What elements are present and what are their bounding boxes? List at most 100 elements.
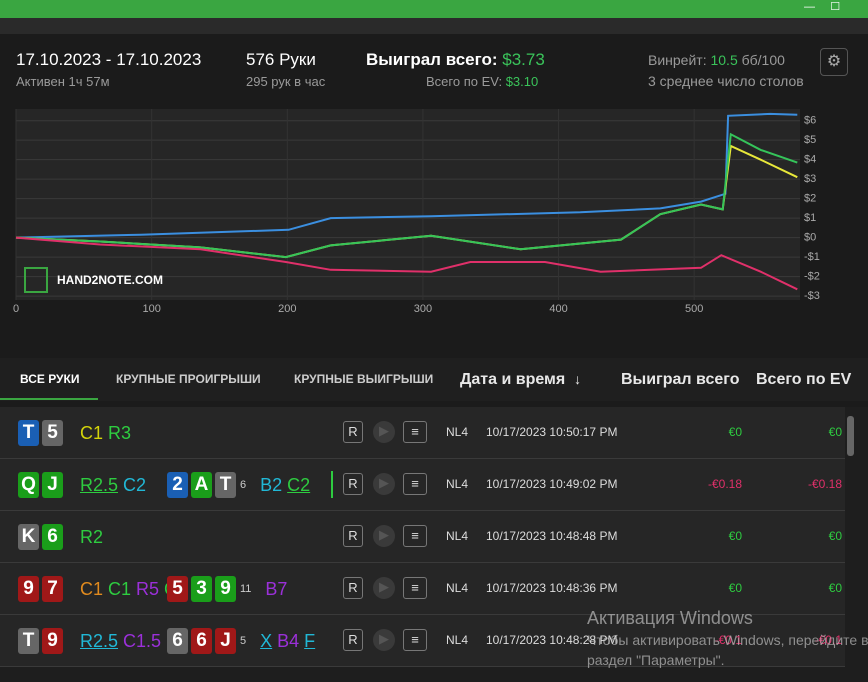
replay-button[interactable]: R xyxy=(343,577,363,599)
play-button[interactable]: ▶ xyxy=(373,421,395,443)
card: 5 xyxy=(167,576,188,602)
play-button[interactable]: ▶ xyxy=(373,629,395,651)
tab-underline xyxy=(0,398,98,400)
card: 6 xyxy=(42,524,63,550)
x-tick-label: 0 xyxy=(13,303,19,315)
action: R3 xyxy=(108,423,132,443)
hand-row[interactable]: K 6 R2 R ▶ ≡ NL4 10/17/2023 10:48:48 PM €0 €0 xyxy=(0,511,845,563)
tab[interactable]: ВСЕ РУКИ xyxy=(20,372,80,386)
player-count: 5 xyxy=(240,635,247,647)
card: 5 xyxy=(42,420,63,446)
notes-button[interactable]: ≡ xyxy=(403,525,427,547)
tab[interactable]: КРУПНЫЕ ВЫИГРЫШИ xyxy=(294,372,434,386)
play-button[interactable]: ▶ xyxy=(373,577,395,599)
column-ev[interactable]: Всего по EV xyxy=(756,371,852,388)
watermark-line: раздел "Параметры". xyxy=(587,652,725,668)
ev: €0 xyxy=(828,581,842,595)
y-tick-label: -$2 xyxy=(804,271,820,283)
card: 9 xyxy=(42,628,63,654)
y-tick-label: $4 xyxy=(804,154,816,166)
date-time: 10/17/2023 10:48:28 PM xyxy=(486,633,618,647)
won-block: Выиграл всего: $3.73 xyxy=(366,50,545,70)
table-gap xyxy=(0,401,868,407)
card: T xyxy=(18,420,39,446)
tab[interactable]: КРУПНЫЕ ПРОИГРЫШИ xyxy=(116,372,261,386)
notes-button[interactable]: ≡ xyxy=(403,629,427,651)
y-tick-label: $0 xyxy=(804,232,816,244)
play-button[interactable]: ▶ xyxy=(373,473,395,495)
notes-button[interactable]: ≡ xyxy=(403,577,427,599)
y-tick-label: -$1 xyxy=(804,251,820,263)
window-controls[interactable]: — ☐ xyxy=(804,1,841,13)
scrollbar[interactable] xyxy=(847,416,854,456)
action: C1.5 xyxy=(123,631,162,651)
replay-button[interactable]: R xyxy=(343,525,363,547)
hand-line: 97C1C1R5C453911B7 xyxy=(18,576,287,602)
flop-actions: B2 C2 xyxy=(260,472,310,498)
player-count: 6 xyxy=(240,479,247,491)
hand-row[interactable]: Q J R2.5 C2 2 A T 6 B2 C2 R ▶ ≡ NL4 10/17/2023 10:49:0… xyxy=(0,459,845,511)
action: C1 xyxy=(80,423,104,443)
settings-button[interactable]: ⚙ xyxy=(820,48,848,76)
ev: €0 xyxy=(828,425,842,439)
logo: HAND2NOTE.COM xyxy=(24,267,163,293)
x-tick-label: 500 xyxy=(685,303,703,315)
action: R2 xyxy=(80,527,104,547)
active-time: Активен 1ч 57м xyxy=(16,74,110,89)
x-tick-label: 200 xyxy=(278,303,296,315)
hand-row[interactable]: T 9 R2.5 C1.5 6 6 J 5 X B4 F R ▶ ≡ NL4 10/17/2023 10:48… xyxy=(0,615,845,667)
chart: HAND2NOTE.COM $6 $5 $4 $3 $2 $1 $0 -$1 -$2 -$3 0 10… xyxy=(13,109,820,315)
x-tick-label: 100 xyxy=(142,303,160,315)
replay-button[interactable]: R xyxy=(343,629,363,651)
card: K xyxy=(18,524,39,550)
action: C2 xyxy=(287,475,311,495)
stake: NL4 xyxy=(446,633,469,647)
hands: 576 Руки xyxy=(246,50,316,69)
column-date[interactable]: Дата и время ↓ xyxy=(460,371,581,389)
notes-button[interactable]: ≡ xyxy=(403,421,427,443)
card: 9 xyxy=(215,576,236,602)
y-tick-label: $5 xyxy=(804,134,816,146)
hand-row[interactable]: T 5 C1 R3 R ▶ ≡ NL4 10/17/2023 10:50:17 PM €0 €0 xyxy=(0,407,845,459)
column-date-label: Дата и время xyxy=(460,371,566,388)
action: C1 xyxy=(80,579,104,599)
date-time: 10/17/2023 10:49:02 PM xyxy=(486,477,618,491)
card: 6 xyxy=(191,628,212,654)
won-value: $3.73 xyxy=(502,50,545,69)
tables: 3 среднее число столов xyxy=(648,73,804,89)
ev: -€0.18 xyxy=(807,477,842,491)
action: R5 xyxy=(136,579,160,599)
series-line xyxy=(15,132,798,259)
play-button[interactable]: ▶ xyxy=(373,525,395,547)
ev: -€0.1 xyxy=(814,633,842,647)
replay-button[interactable]: R xyxy=(343,421,363,443)
x-tick-label: 400 xyxy=(549,303,567,315)
tabs-bar xyxy=(0,358,868,401)
card: 7 xyxy=(42,576,63,602)
replay-button[interactable]: R xyxy=(343,473,363,495)
hand-line: K 6 R2 xyxy=(18,524,280,550)
y-tick-label: $2 xyxy=(804,193,816,205)
flop-actions: B7 xyxy=(265,576,287,602)
y-tick-label: -$3 xyxy=(804,290,820,302)
notes-button[interactable]: ≡ xyxy=(403,473,427,495)
action: C2 xyxy=(123,475,147,495)
watermark-title: Активация Windows xyxy=(587,608,753,628)
won: -€0.1 xyxy=(714,633,742,647)
marker xyxy=(331,471,333,498)
hand-line: T 9 R2.5 C1.5 6 6 J 5 X B4 F xyxy=(18,628,315,654)
action: R2.5 xyxy=(80,631,119,651)
ev: €0 xyxy=(828,529,842,543)
hands-per-hour: 295 рук в час xyxy=(246,74,326,89)
player-count: 11 xyxy=(240,583,252,595)
table: T 5 C1 R3 R ▶ ≡ NL4 10/17/2023 10:50:17 PM €0 €0 Q J… xyxy=(0,407,868,682)
hand-line: T 5 C1 R3 xyxy=(18,420,280,446)
card: Q xyxy=(18,472,39,498)
column-won[interactable]: Выиграл всего xyxy=(621,371,740,388)
